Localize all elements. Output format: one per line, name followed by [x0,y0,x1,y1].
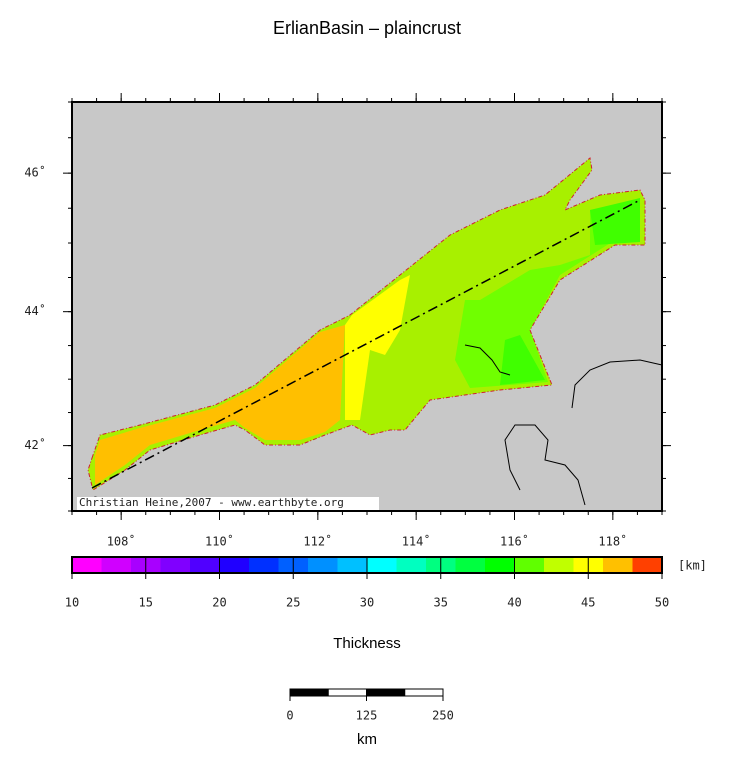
x-tick-label: 116˚ [500,534,529,549]
colorbar-swatch [603,557,633,573]
x-tick-label: 108˚ [107,534,136,549]
basin [87,157,646,491]
x-tick-label: 110˚ [205,534,234,549]
region-yellow [345,275,410,420]
credit: Christian Heine,2007 - www.earthbyte.org [79,496,344,509]
x-tick-label: 112˚ [303,534,332,549]
colorbar-swatch [160,557,191,573]
colorbar-swatch [455,557,486,573]
colorbar-label: Thickness [333,635,401,652]
scale-tick-label: 125 [356,709,378,723]
colorbar-swatch [101,557,132,573]
colorbar-tick-label: 45 [581,596,595,610]
colorbar-swatch [308,557,338,573]
colorbar-swatch [337,557,368,573]
colorbar-tick-label: 25 [286,596,300,610]
colorbar-swatch [190,557,220,573]
colorbar-swatch [249,557,279,573]
region-dark-green [500,198,640,385]
basin-outline [87,157,646,491]
colorbar-swatch [544,557,574,573]
region-orange [95,325,345,485]
region-green [455,200,640,388]
profile-line [91,199,641,489]
y-tick-label: 46˚ [24,165,46,180]
colorbar-swatch [396,557,427,573]
colorbar-tick-label: 30 [360,596,374,610]
colorbar-swatch [72,557,102,573]
scale-tick-label: 250 [432,709,454,723]
y-tick-label: 42˚ [24,437,46,452]
colorbar-swatch [632,557,663,573]
colorbar-tick-label: 10 [65,596,79,610]
scale-tick-label: 0 [286,709,293,723]
scale-segment [404,688,444,697]
colorbar-swatch [514,557,545,573]
colorbar-swatch [485,557,515,573]
colorbar-unit: [km] [678,559,707,573]
x-tick-label: 114˚ [402,534,431,549]
credit-box [77,497,379,510]
scale-segment [327,688,367,697]
colorbar-swatch [367,557,397,573]
colorbar-tick-label: 15 [139,596,153,610]
colorbar-tick-label: 50 [655,596,669,610]
y-tick-label: 44˚ [24,303,46,318]
colorbar-tick-label: 35 [434,596,448,610]
scale-unit: km [357,731,377,748]
x-tick-label: 118˚ [598,534,627,549]
scale-segment [366,688,406,697]
colorbar-tick-label: 20 [212,596,226,610]
title: ErlianBasin – plaincrust [273,18,461,38]
scale-segment [289,688,329,697]
colorbar-tick-label: 40 [507,596,521,610]
colorbar-swatch [219,557,250,573]
